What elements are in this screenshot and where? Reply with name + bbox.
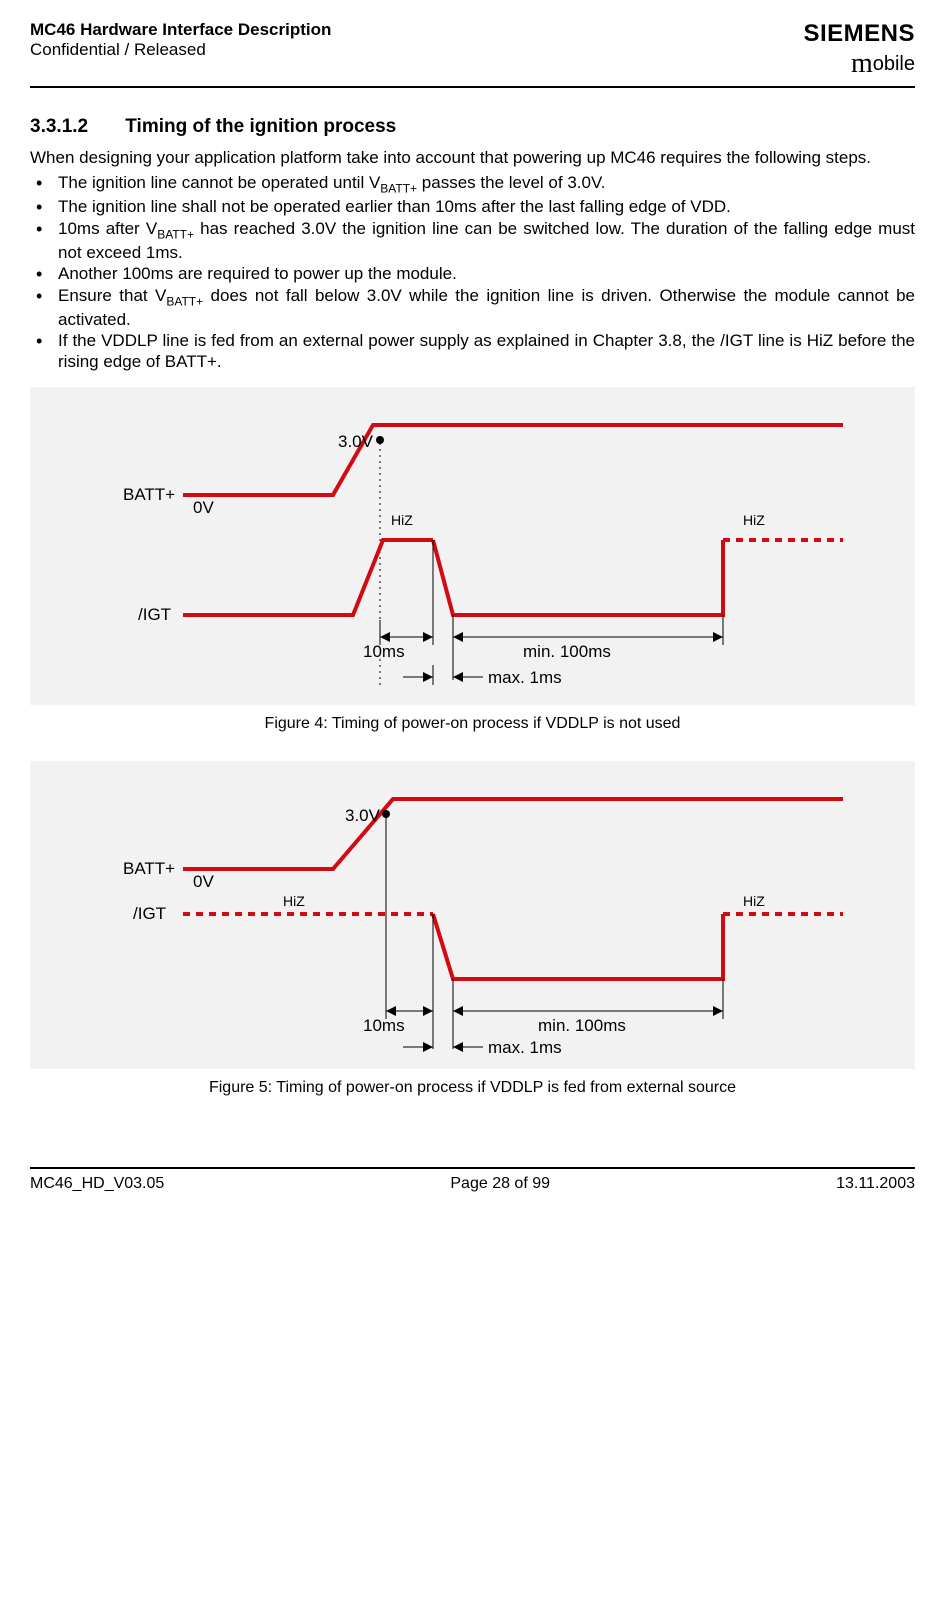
igt-signal-a [183,540,433,615]
arrow-right-icon [423,1006,433,1016]
section-title-text: Timing of the ignition process [125,116,396,137]
arrow-left-icon [453,1042,463,1052]
label-min100: min. 100ms [538,1016,626,1035]
label-igt: /IGT [133,904,166,923]
label-0v: 0V [193,872,214,891]
label-batt: BATT+ [123,859,175,878]
footer-left: MC46_HD_V03.05 [30,1175,164,1193]
arrow-right-icon [423,632,433,642]
brand-subtitle: mobile [803,48,915,80]
bullet-list: The ignition line cannot be operated unt… [30,172,915,373]
label-max1: max. 1ms [488,1038,562,1057]
label-min100: min. 100ms [523,642,611,661]
list-item: The ignition line shall not be operated … [30,196,915,217]
label-max1: max. 1ms [488,668,562,687]
figure-5-caption: Figure 5: Timing of power-on process if … [30,1079,915,1097]
label-batt: BATT+ [123,485,175,504]
header-right: SIEMENS mobile [803,20,915,80]
label-3v: 3.0V [338,432,374,451]
figure-5: 3.0V 0V BATT+ /IGT HiZ HiZ 10ms min [30,761,915,1069]
arrow-left-icon [386,1006,396,1016]
page-footer: MC46_HD_V03.05 Page 28 of 99 13.11.2003 [30,1167,915,1193]
figure-4-caption: Figure 4: Timing of power-on process if … [30,715,915,733]
igt-signal-b [433,540,723,615]
list-item: Ensure that VBATT+ does not fall below 3… [30,285,915,331]
confidentiality: Confidential / Released [30,40,331,60]
igt-signal [433,914,723,979]
brand-logo: SIEMENS [803,20,915,48]
arrow-right-icon [713,1006,723,1016]
arrow-left-icon [380,632,390,642]
list-item: Another 100ms are required to power up t… [30,263,915,284]
arrow-right-icon [423,672,433,682]
list-item: If the VDDLP line is fed from an externa… [30,330,915,373]
arrow-left-icon [453,1006,463,1016]
label-hiz-2: HiZ [743,512,765,528]
section-heading: 3.3.1.2 Timing of the ignition process [30,116,915,138]
batt-signal [183,799,843,869]
batt-signal [183,425,843,495]
section-intro: When designing your application platform… [30,148,915,168]
timing-diagram-1: 3.0V 0V BATT+ /IGT HiZ HiZ 10ms [83,405,863,695]
footer-right: 13.11.2003 [836,1175,915,1193]
label-10ms: 10ms [363,642,405,661]
figure-4: 3.0V 0V BATT+ /IGT HiZ HiZ 10ms [30,387,915,705]
point-3v [382,810,390,818]
arrow-right-icon [713,632,723,642]
label-10ms: 10ms [363,1016,405,1035]
arrow-right-icon [423,1042,433,1052]
label-hiz-2: HiZ [743,893,765,909]
point-3v [376,436,384,444]
footer-center: Page 28 of 99 [450,1175,550,1193]
label-igt: /IGT [138,605,171,624]
arrow-left-icon [453,632,463,642]
doc-title: MC46 Hardware Interface Description [30,20,331,40]
section-number: 3.3.1.2 [30,116,120,138]
list-item: The ignition line cannot be operated unt… [30,172,915,196]
page-header: MC46 Hardware Interface Description Conf… [30,20,915,88]
arrow-left-icon [453,672,463,682]
label-hiz-1: HiZ [283,893,305,909]
header-left: MC46 Hardware Interface Description Conf… [30,20,331,60]
label-0v: 0V [193,498,214,517]
label-hiz-1: HiZ [391,512,413,528]
list-item: 10ms after VBATT+ has reached 3.0V the i… [30,218,915,264]
label-3v: 3.0V [345,806,381,825]
timing-diagram-2: 3.0V 0V BATT+ /IGT HiZ HiZ 10ms min [83,779,863,1059]
